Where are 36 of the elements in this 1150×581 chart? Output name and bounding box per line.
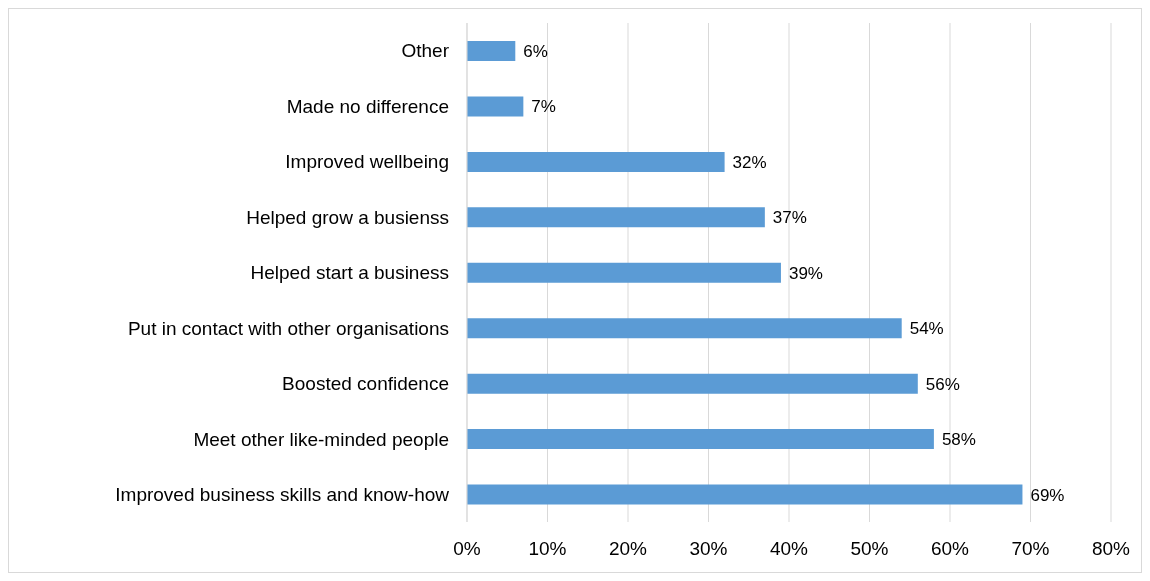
x-tick-label: 40% bbox=[769, 538, 809, 560]
data-label: 32% bbox=[732, 152, 767, 172]
data-label: 37% bbox=[772, 208, 807, 228]
bar bbox=[467, 484, 1023, 505]
data-label: 56% bbox=[925, 374, 960, 394]
y-tick-label: Helped start a business bbox=[250, 262, 449, 284]
y-tick-label: Helped grow a busienss bbox=[246, 206, 449, 228]
bar bbox=[467, 373, 918, 394]
x-tick-label: 30% bbox=[689, 538, 728, 560]
y-tick-label: Improved wellbeing bbox=[285, 151, 449, 173]
bar bbox=[467, 96, 524, 117]
x-tick-label: 60% bbox=[930, 538, 970, 560]
y-tick-label: Made no difference bbox=[286, 95, 449, 117]
data-label: 58% bbox=[941, 430, 976, 450]
bar bbox=[467, 207, 765, 228]
bar bbox=[467, 151, 725, 172]
data-label: 69% bbox=[1030, 485, 1065, 505]
y-tick-label: Put in contact with other organisations bbox=[127, 317, 449, 339]
y-tick-label: Meet other like-minded people bbox=[193, 428, 449, 450]
x-tick-label: 0% bbox=[453, 538, 481, 560]
y-tick-label: Boosted confidence bbox=[282, 373, 449, 395]
data-label: 54% bbox=[909, 319, 944, 339]
x-tick-label: 20% bbox=[608, 538, 648, 560]
data-label: 39% bbox=[788, 263, 823, 283]
y-tick-label: Improved business skills and know-how bbox=[115, 484, 450, 506]
bar bbox=[467, 262, 781, 283]
data-label: 7% bbox=[531, 97, 556, 117]
x-tick-label: 50% bbox=[850, 538, 889, 560]
x-tick-label: 80% bbox=[1091, 538, 1131, 560]
data-label: 6% bbox=[523, 42, 548, 62]
bar bbox=[467, 429, 934, 450]
bar bbox=[467, 41, 516, 61]
bar bbox=[467, 318, 902, 339]
x-tick-label: 70% bbox=[1011, 538, 1050, 560]
y-tick-label: Other bbox=[401, 40, 450, 62]
x-tick-label: 10% bbox=[528, 538, 567, 560]
